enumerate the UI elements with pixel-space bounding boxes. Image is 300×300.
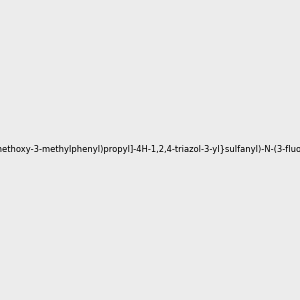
Text: 2-({4-ethyl-5-[3-(4-methoxy-3-methylphenyl)propyl]-4H-1,2,4-triazol-3-yl}sulfany: 2-({4-ethyl-5-[3-(4-methoxy-3-methylphen… bbox=[0, 146, 300, 154]
